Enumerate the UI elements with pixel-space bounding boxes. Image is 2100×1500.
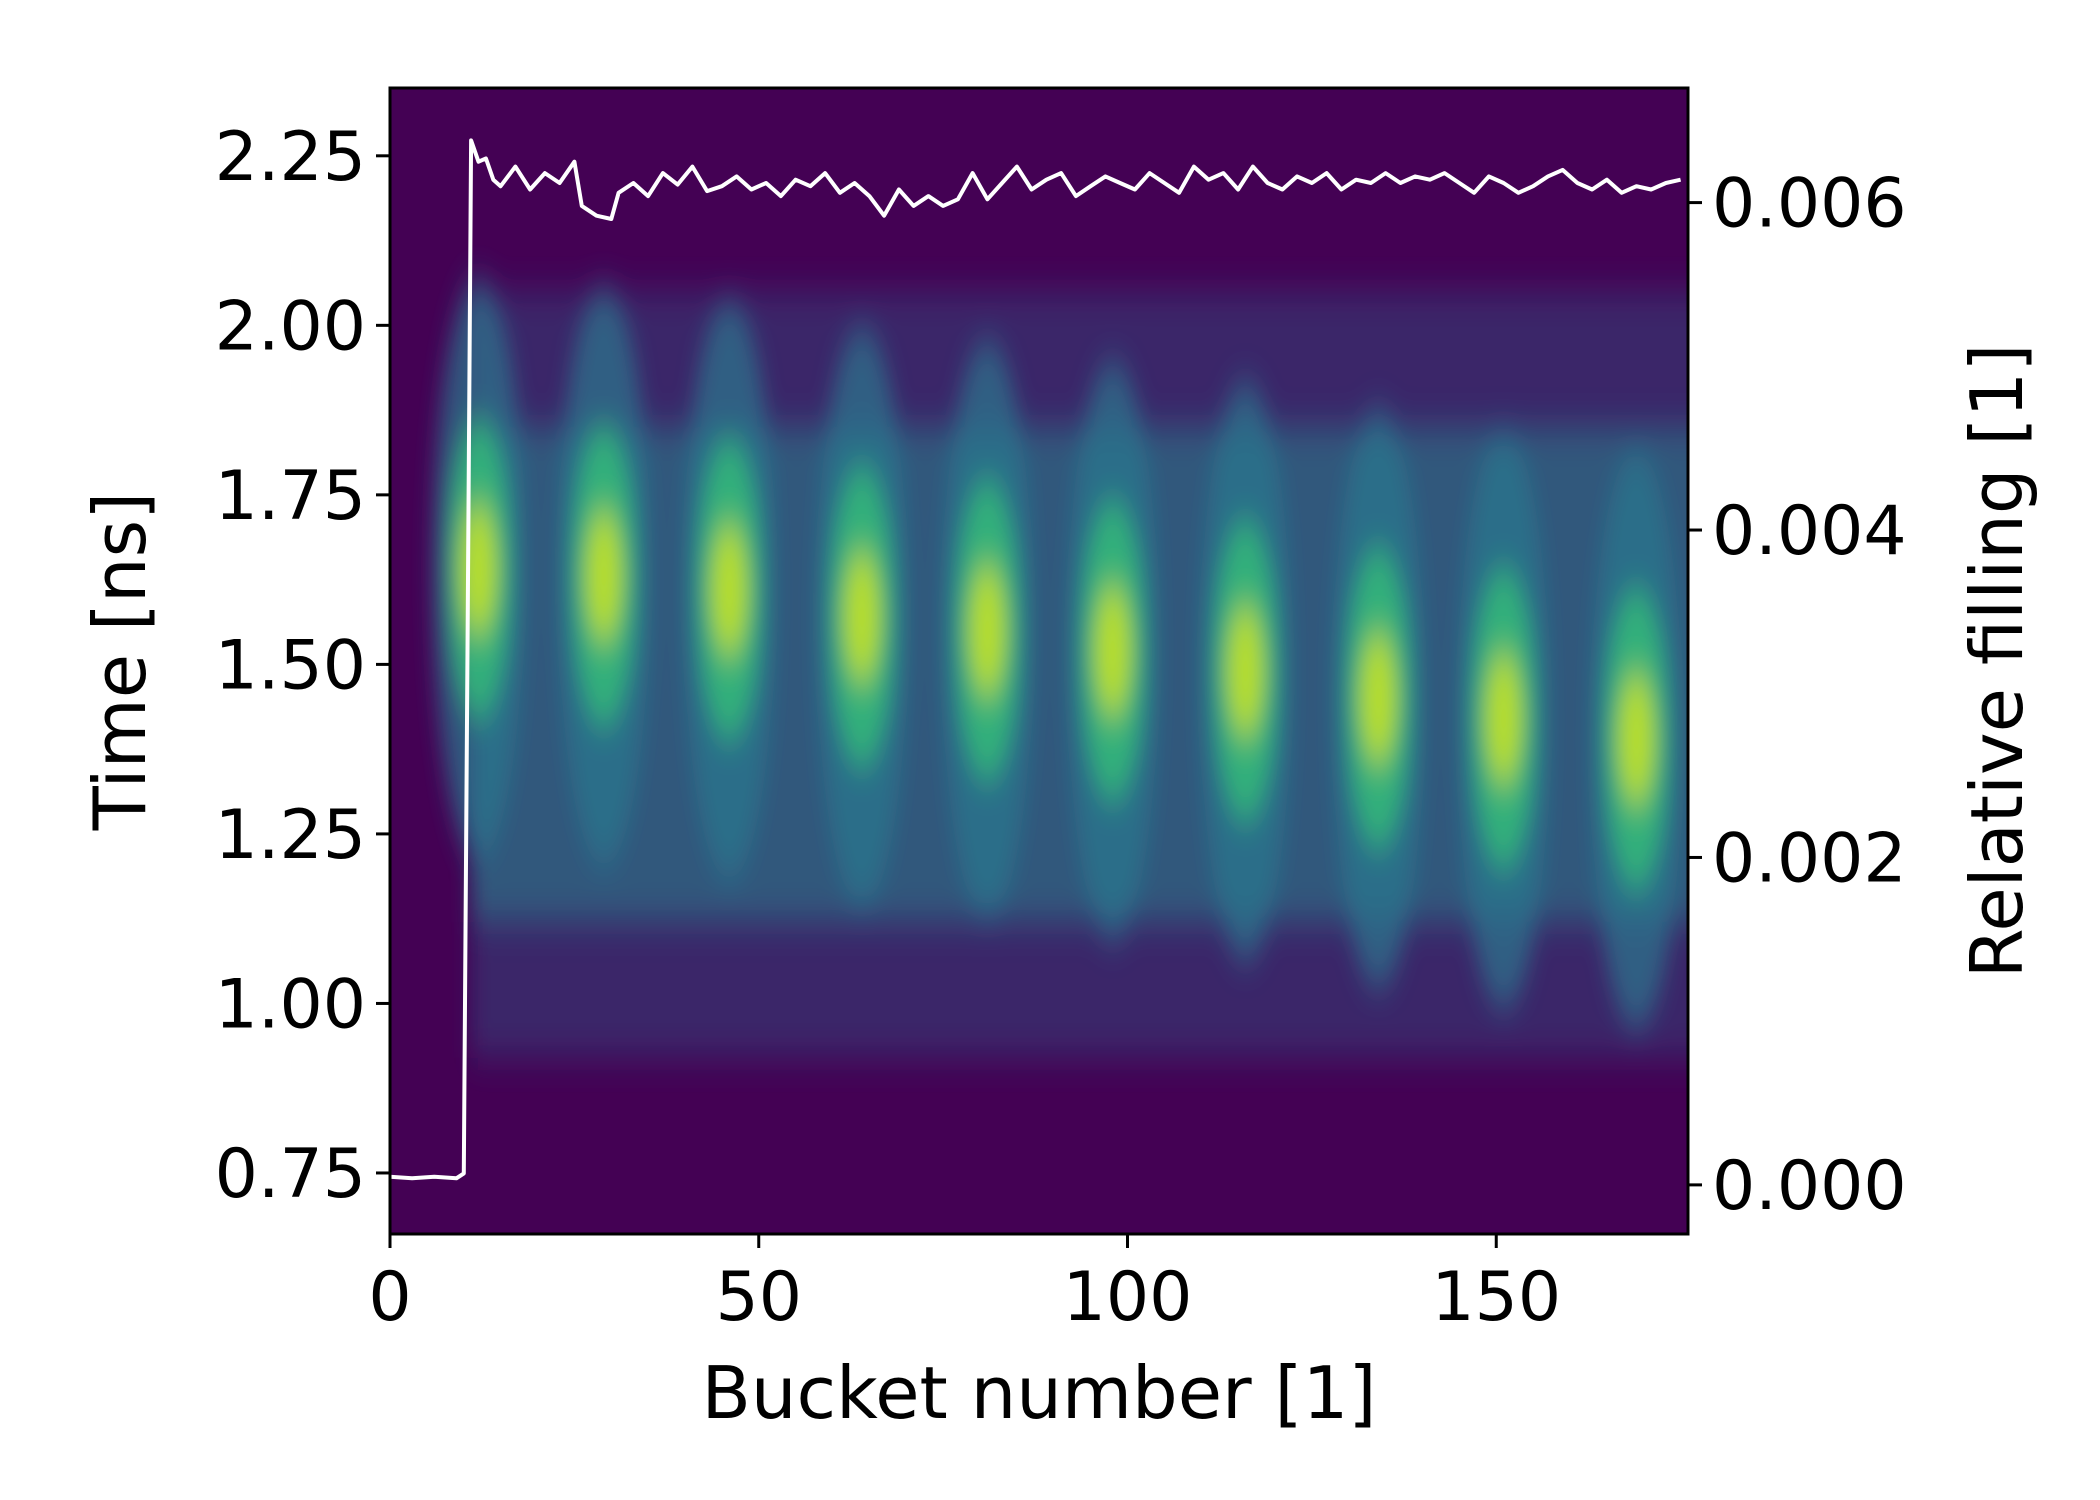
plot-frame: [388, 86, 1690, 1236]
y-tick-label: 1.50: [215, 626, 366, 705]
y-axis-label: Time [ns]: [78, 492, 162, 831]
bunch-core-3: [844, 550, 880, 683]
x-axis-label: Bucket number [1]: [701, 1351, 1376, 1435]
y2-tick-label: 0.000: [1712, 1147, 1907, 1226]
y-tick-label: 1.25: [215, 796, 366, 875]
y2-tick-label: 0.004: [1712, 492, 1907, 571]
relative-filling-line: [390, 138, 1682, 1181]
y-tick-label: 0.75: [215, 1135, 366, 1214]
x-tick-label: 0: [368, 1258, 411, 1337]
heatmap: [432, 279, 1688, 1058]
y2-tick-label: 0.006: [1712, 165, 1907, 244]
y-tick-label: 2.25: [215, 118, 366, 197]
y-tick-label: 2.00: [215, 287, 366, 366]
y-tick-label: 1.75: [215, 457, 366, 536]
y2-axis-ticks: 0.000 0.002 0.004 0.006: [1688, 165, 1907, 1226]
x-tick-label: 100: [1063, 1258, 1193, 1337]
y2-tick-label: 0.002: [1712, 819, 1907, 898]
bunch-core-7: [1360, 632, 1397, 765]
y-tick-label: 1.00: [215, 965, 366, 1044]
bunch-core-1: [585, 510, 622, 643]
y-axis-ticks: 0.75 1.00 1.25 1.50 1.75 2.00 2.25: [215, 118, 390, 1214]
x-tick-label: 50: [715, 1258, 802, 1337]
bunch-core-6: [1227, 605, 1264, 738]
bunch-core-5: [1094, 584, 1131, 717]
bunch-core-8: [1485, 652, 1522, 785]
y2-axis-label: Relative filling [1]: [1955, 344, 2039, 979]
bunch-core-4: [969, 564, 1006, 697]
x-tick-label: 150: [1431, 1258, 1561, 1337]
x-axis-ticks: 0 50 100 150: [368, 1234, 1561, 1337]
bunch-core-2: [711, 523, 748, 656]
bunch-core-9: [1618, 672, 1655, 805]
